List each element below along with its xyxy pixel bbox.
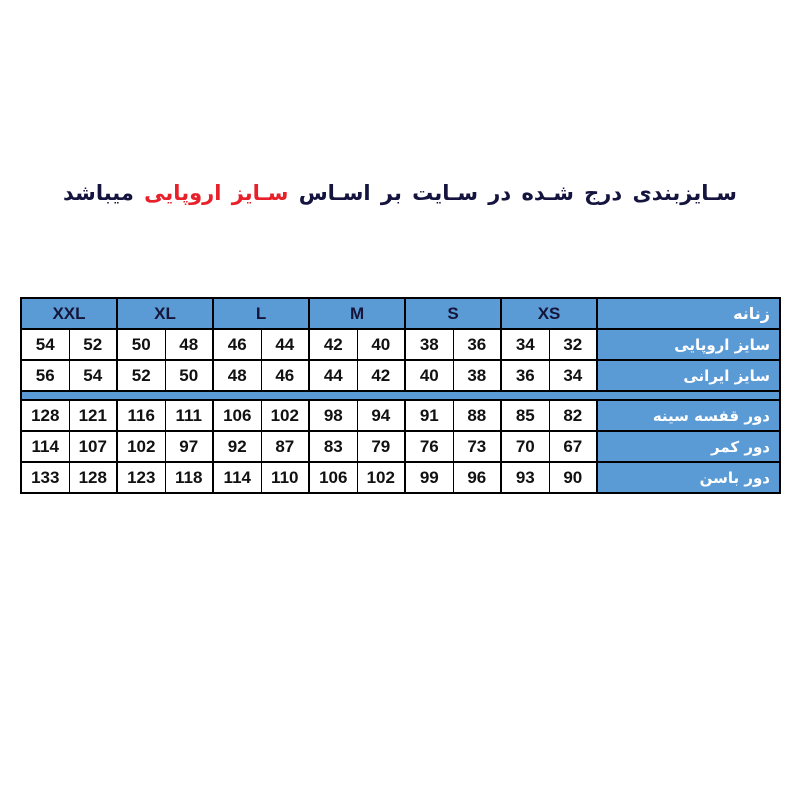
- table-row-waist-circumference: 114 107 102 97 92 87 83 79 76 73 70 67 د…: [20, 430, 781, 463]
- separator-band: [20, 390, 781, 401]
- size-header-xxl: XXL: [20, 297, 118, 330]
- size-value-cell: 116: [116, 399, 166, 432]
- size-value-cell: 92: [212, 430, 262, 463]
- size-value-cell: 106: [308, 461, 358, 494]
- row-label-european-size: سایز اروپایی: [596, 328, 781, 361]
- size-header-l: L: [212, 297, 310, 330]
- size-value-cell: 52: [116, 359, 166, 392]
- size-header-xl: XL: [115, 297, 214, 330]
- size-value-cell: 128: [68, 461, 118, 494]
- size-value-cell: 46: [260, 359, 310, 392]
- size-value-cell: 67: [548, 430, 598, 463]
- size-value-cell: 91: [404, 399, 454, 432]
- size-value-cell: 48: [212, 359, 262, 392]
- size-value-cell: 82: [548, 399, 598, 432]
- size-value-cell: 44: [308, 359, 358, 392]
- size-value-cell: 102: [260, 399, 310, 432]
- size-value-cell: 56: [20, 359, 70, 392]
- size-value-cell: 123: [116, 461, 166, 494]
- size-value-cell: 79: [356, 430, 406, 463]
- size-value-cell: 99: [404, 461, 454, 494]
- size-value-cell: 87: [260, 430, 310, 463]
- size-value-cell: 97: [164, 430, 214, 463]
- size-value-cell: 133: [20, 461, 70, 494]
- size-value-cell: 40: [356, 328, 406, 361]
- size-chart-table: XXL XL L M S XS زنانه 54 52 50 48 46 44 …: [20, 297, 781, 494]
- size-value-cell: 93: [500, 461, 550, 494]
- row-label-chest-circumference: دور قفسه سینه: [596, 399, 781, 432]
- size-header-s: S: [404, 297, 502, 330]
- size-value-cell: 34: [548, 359, 598, 392]
- size-value-cell: 102: [116, 430, 166, 463]
- size-value-cell: 52: [68, 328, 118, 361]
- size-value-cell: 50: [116, 328, 166, 361]
- row-label-iranian-size: سایز ایرانی: [596, 359, 781, 392]
- size-value-cell: 102: [356, 461, 406, 494]
- size-value-cell: 107: [68, 430, 118, 463]
- title-highlight-european-size: سـایز اروپایی: [144, 181, 289, 205]
- corner-label-women: زنانه: [596, 297, 781, 330]
- size-value-cell: 34: [500, 328, 550, 361]
- separator-row: [20, 390, 781, 401]
- size-value-cell: 88: [452, 399, 502, 432]
- page-title: سـایزبندی درج شـده در سـایت بر اسـاس سـا…: [0, 181, 800, 205]
- size-value-cell: 76: [404, 430, 454, 463]
- size-value-cell: 38: [452, 359, 502, 392]
- size-value-cell: 36: [452, 328, 502, 361]
- size-value-cell: 42: [308, 328, 358, 361]
- size-value-cell: 73: [452, 430, 502, 463]
- size-value-cell: 110: [260, 461, 310, 494]
- size-value-cell: 114: [20, 430, 70, 463]
- size-value-cell: 85: [500, 399, 550, 432]
- size-value-cell: 36: [500, 359, 550, 392]
- size-value-cell: 121: [68, 399, 118, 432]
- table-row-chest-circumference: 128 121 116 111 106 102 98 94 91 88 85 8…: [20, 399, 781, 432]
- table-row-iranian-size: 56 54 52 50 48 46 44 42 40 38 36 34 سایز…: [20, 359, 781, 392]
- table-row-hip-circumference: 133 128 123 118 114 110 106 102 99 96 93…: [20, 461, 781, 494]
- table-row-european-size: 54 52 50 48 46 44 42 40 38 36 34 32 سایز…: [20, 328, 781, 361]
- size-value-cell: 96: [452, 461, 502, 494]
- row-label-waist-circumference: دور کمر: [596, 430, 781, 463]
- size-value-cell: 98: [308, 399, 358, 432]
- size-value-cell: 44: [260, 328, 310, 361]
- size-value-cell: 114: [212, 461, 262, 494]
- size-value-cell: 128: [20, 399, 70, 432]
- size-value-cell: 54: [68, 359, 118, 392]
- size-value-cell: 42: [356, 359, 406, 392]
- size-value-cell: 118: [164, 461, 214, 494]
- title-text-after: میباشد: [63, 181, 134, 205]
- row-label-hip-circumference: دور باسن: [596, 461, 781, 494]
- size-value-cell: 50: [164, 359, 214, 392]
- size-value-cell: 111: [164, 399, 214, 432]
- size-value-cell: 46: [212, 328, 262, 361]
- size-value-cell: 90: [548, 461, 598, 494]
- size-value-cell: 48: [164, 328, 214, 361]
- size-value-cell: 83: [308, 430, 358, 463]
- header-row: XXL XL L M S XS زنانه: [20, 297, 781, 330]
- size-value-cell: 70: [500, 430, 550, 463]
- size-value-cell: 40: [404, 359, 454, 392]
- size-value-cell: 32: [548, 328, 598, 361]
- size-value-cell: 106: [212, 399, 262, 432]
- size-header-xs: XS: [500, 297, 598, 330]
- size-header-m: M: [308, 297, 406, 330]
- size-value-cell: 54: [20, 328, 70, 361]
- title-text-before: سـایزبندی درج شـده در سـایت بر اسـاس: [298, 181, 737, 205]
- size-value-cell: 94: [356, 399, 406, 432]
- size-value-cell: 38: [404, 328, 454, 361]
